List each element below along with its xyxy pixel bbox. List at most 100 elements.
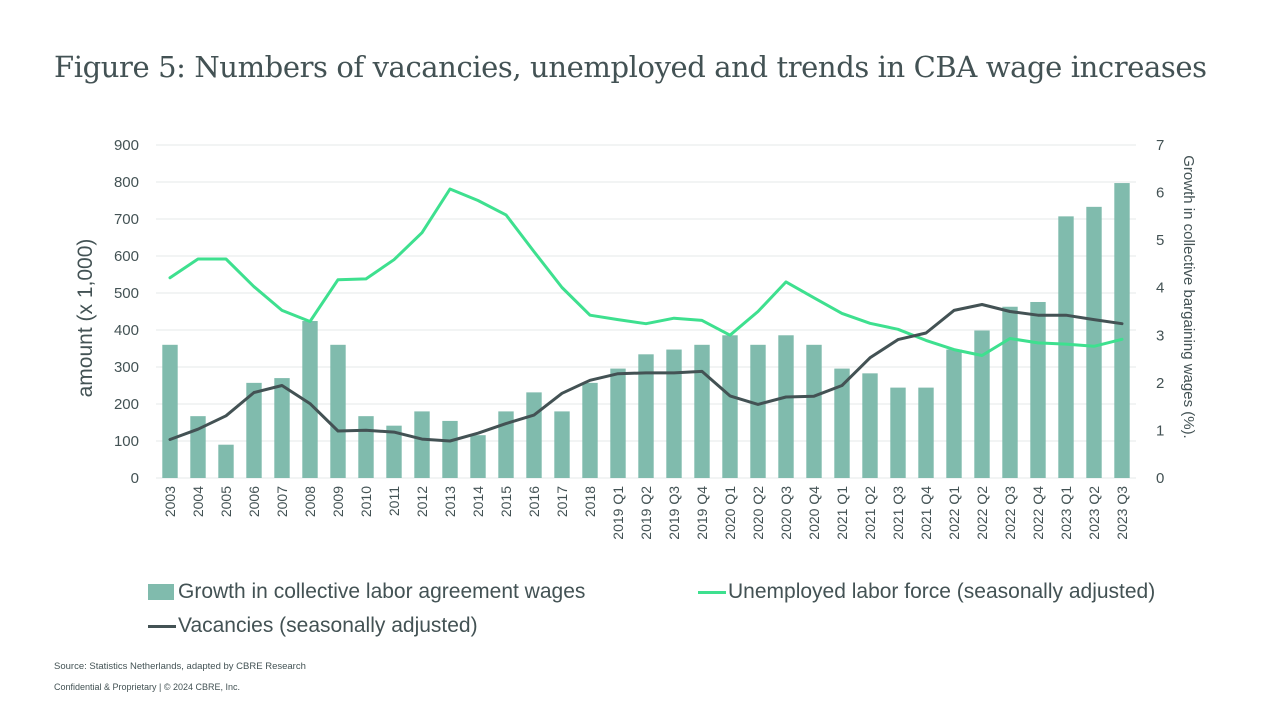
x-tick-label: 2004 [190,486,206,517]
chart: 0 100 200 300 400 500 600 700 800 900 0 1 2 3 4 5 6 7 20… [74,137,1197,540]
x-tick-label: 2012 [414,486,430,517]
y2-tick-label: 4 [1156,280,1164,297]
y-tick-label: 700 [114,211,139,228]
source-note: Source: Statistics Netherlands, adapted … [54,661,306,672]
bar [414,411,430,478]
legend-swatch-line [148,624,176,628]
x-tick-label: 2019 Q1 [610,486,626,540]
x-axis: 2003 2004 2005 2006 2007 2008 2009 2010 2011 2012… [162,486,1130,540]
y-tick-label: 400 [114,322,139,339]
bar [554,411,570,478]
bar [274,378,290,478]
x-tick-label: 2007 [274,486,290,517]
y-tick-label: 800 [114,174,139,191]
x-tick-label: 2020 Q3 [778,486,794,540]
bar [666,349,682,478]
bar [1086,206,1102,479]
bar [218,444,234,478]
legend-label: Growth in collective labor agreement wag… [178,580,586,603]
bar [330,344,346,478]
x-tick-label: 2008 [302,486,318,517]
x-tick-label: 2023 Q2 [1086,486,1102,540]
unemployed-line [168,187,1124,357]
x-tick-label: 2022 Q3 [1002,486,1018,540]
bar [246,382,262,478]
bar [526,392,542,478]
x-tick-label: 2022 Q1 [946,486,962,540]
y-tick-label: 100 [114,433,139,450]
x-tick-label: 2019 Q4 [694,486,710,540]
x-tick-label: 2003 [162,486,178,517]
y2-tick-label: 0 [1156,470,1164,487]
bar [498,411,514,478]
y-tick-label: 0 [131,470,139,487]
x-tick-label: 2014 [470,486,486,517]
vacancies-line [168,303,1124,443]
x-tick-label: 2020 Q4 [806,486,822,540]
x-tick-label: 2006 [246,486,262,517]
x-tick-label: 2013 [442,486,458,517]
bar [442,420,458,478]
bar [1114,183,1130,479]
bar [470,435,486,478]
x-tick-label: 2011 [386,486,402,516]
x-tick-label: 2018 [582,486,598,517]
bar [582,382,598,478]
y-tick-label: 500 [114,285,139,302]
x-tick-label: 2017 [554,486,570,517]
bar [610,368,626,478]
legend-item-vacancies: Vacancies (seasonally adjusted) [148,614,478,638]
bar [1002,306,1018,478]
bar [834,368,850,478]
bar [302,321,318,478]
bar [638,354,654,478]
y2-tick-label: 2 [1156,375,1164,392]
legend: Growth in collective labor agreement wag… [148,580,1228,644]
x-tick-label: 2020 Q1 [722,486,738,540]
x-tick-label: 2019 Q2 [638,486,654,540]
x-tick-label: 2022 Q4 [1030,486,1046,540]
bar [694,344,710,478]
bar [358,416,374,478]
bar [386,425,402,478]
bar [918,387,934,478]
legend-item-wage-growth: Growth in collective labor agreement wag… [148,580,585,604]
bar [806,344,822,478]
line-series [168,187,1124,443]
x-tick-label: 2021 Q2 [862,486,878,540]
bar [1030,301,1046,478]
x-tick-label: 2021 Q1 [834,486,850,540]
footer-note: Confidential & Proprietary | © 2024 CBRE… [54,682,241,692]
legend-swatch-bar [148,584,174,600]
legend-label: Unemployed labor force (seasonally adjus… [728,580,1156,603]
bar [162,344,178,478]
legend-item-unemployed: Unemployed labor force (seasonally adjus… [698,580,1155,604]
y2-tick-label: 6 [1156,185,1164,202]
x-tick-label: 2020 Q2 [750,486,766,540]
y-tick-label: 200 [114,396,139,413]
bar [750,344,766,478]
x-tick-label: 2010 [358,486,374,517]
y-axis-label: amount (x 1,000) [74,239,97,398]
legend-swatch-line [698,590,726,594]
x-tick-label: 2005 [218,486,234,517]
bar [862,373,878,478]
y-axis-right: 0 1 2 3 4 5 6 7 [1156,137,1164,487]
x-tick-label: 2021 Q3 [890,486,906,540]
y-tick-label: 300 [114,359,139,376]
x-tick-label: 2019 Q3 [666,486,682,540]
bar [946,349,962,478]
chart-title: Figure 5: Numbers of vacancies, unemploy… [54,50,1207,84]
legend-label: Vacancies (seasonally adjusted) [178,614,478,637]
bar-series [162,183,1130,479]
y2-tick-label: 3 [1156,327,1164,344]
y2-tick-label: 7 [1156,137,1164,154]
x-tick-label: 2022 Q2 [974,486,990,540]
bar [778,335,794,478]
x-tick-label: 2016 [526,486,542,517]
y-tick-label: 900 [114,137,139,154]
x-tick-label: 2021 Q4 [918,486,934,540]
y2-axis-label: Growth in collective bargaining wages (%… [1180,155,1197,438]
y-tick-label: 600 [114,248,139,265]
x-tick-label: 2023 Q3 [1114,486,1130,540]
